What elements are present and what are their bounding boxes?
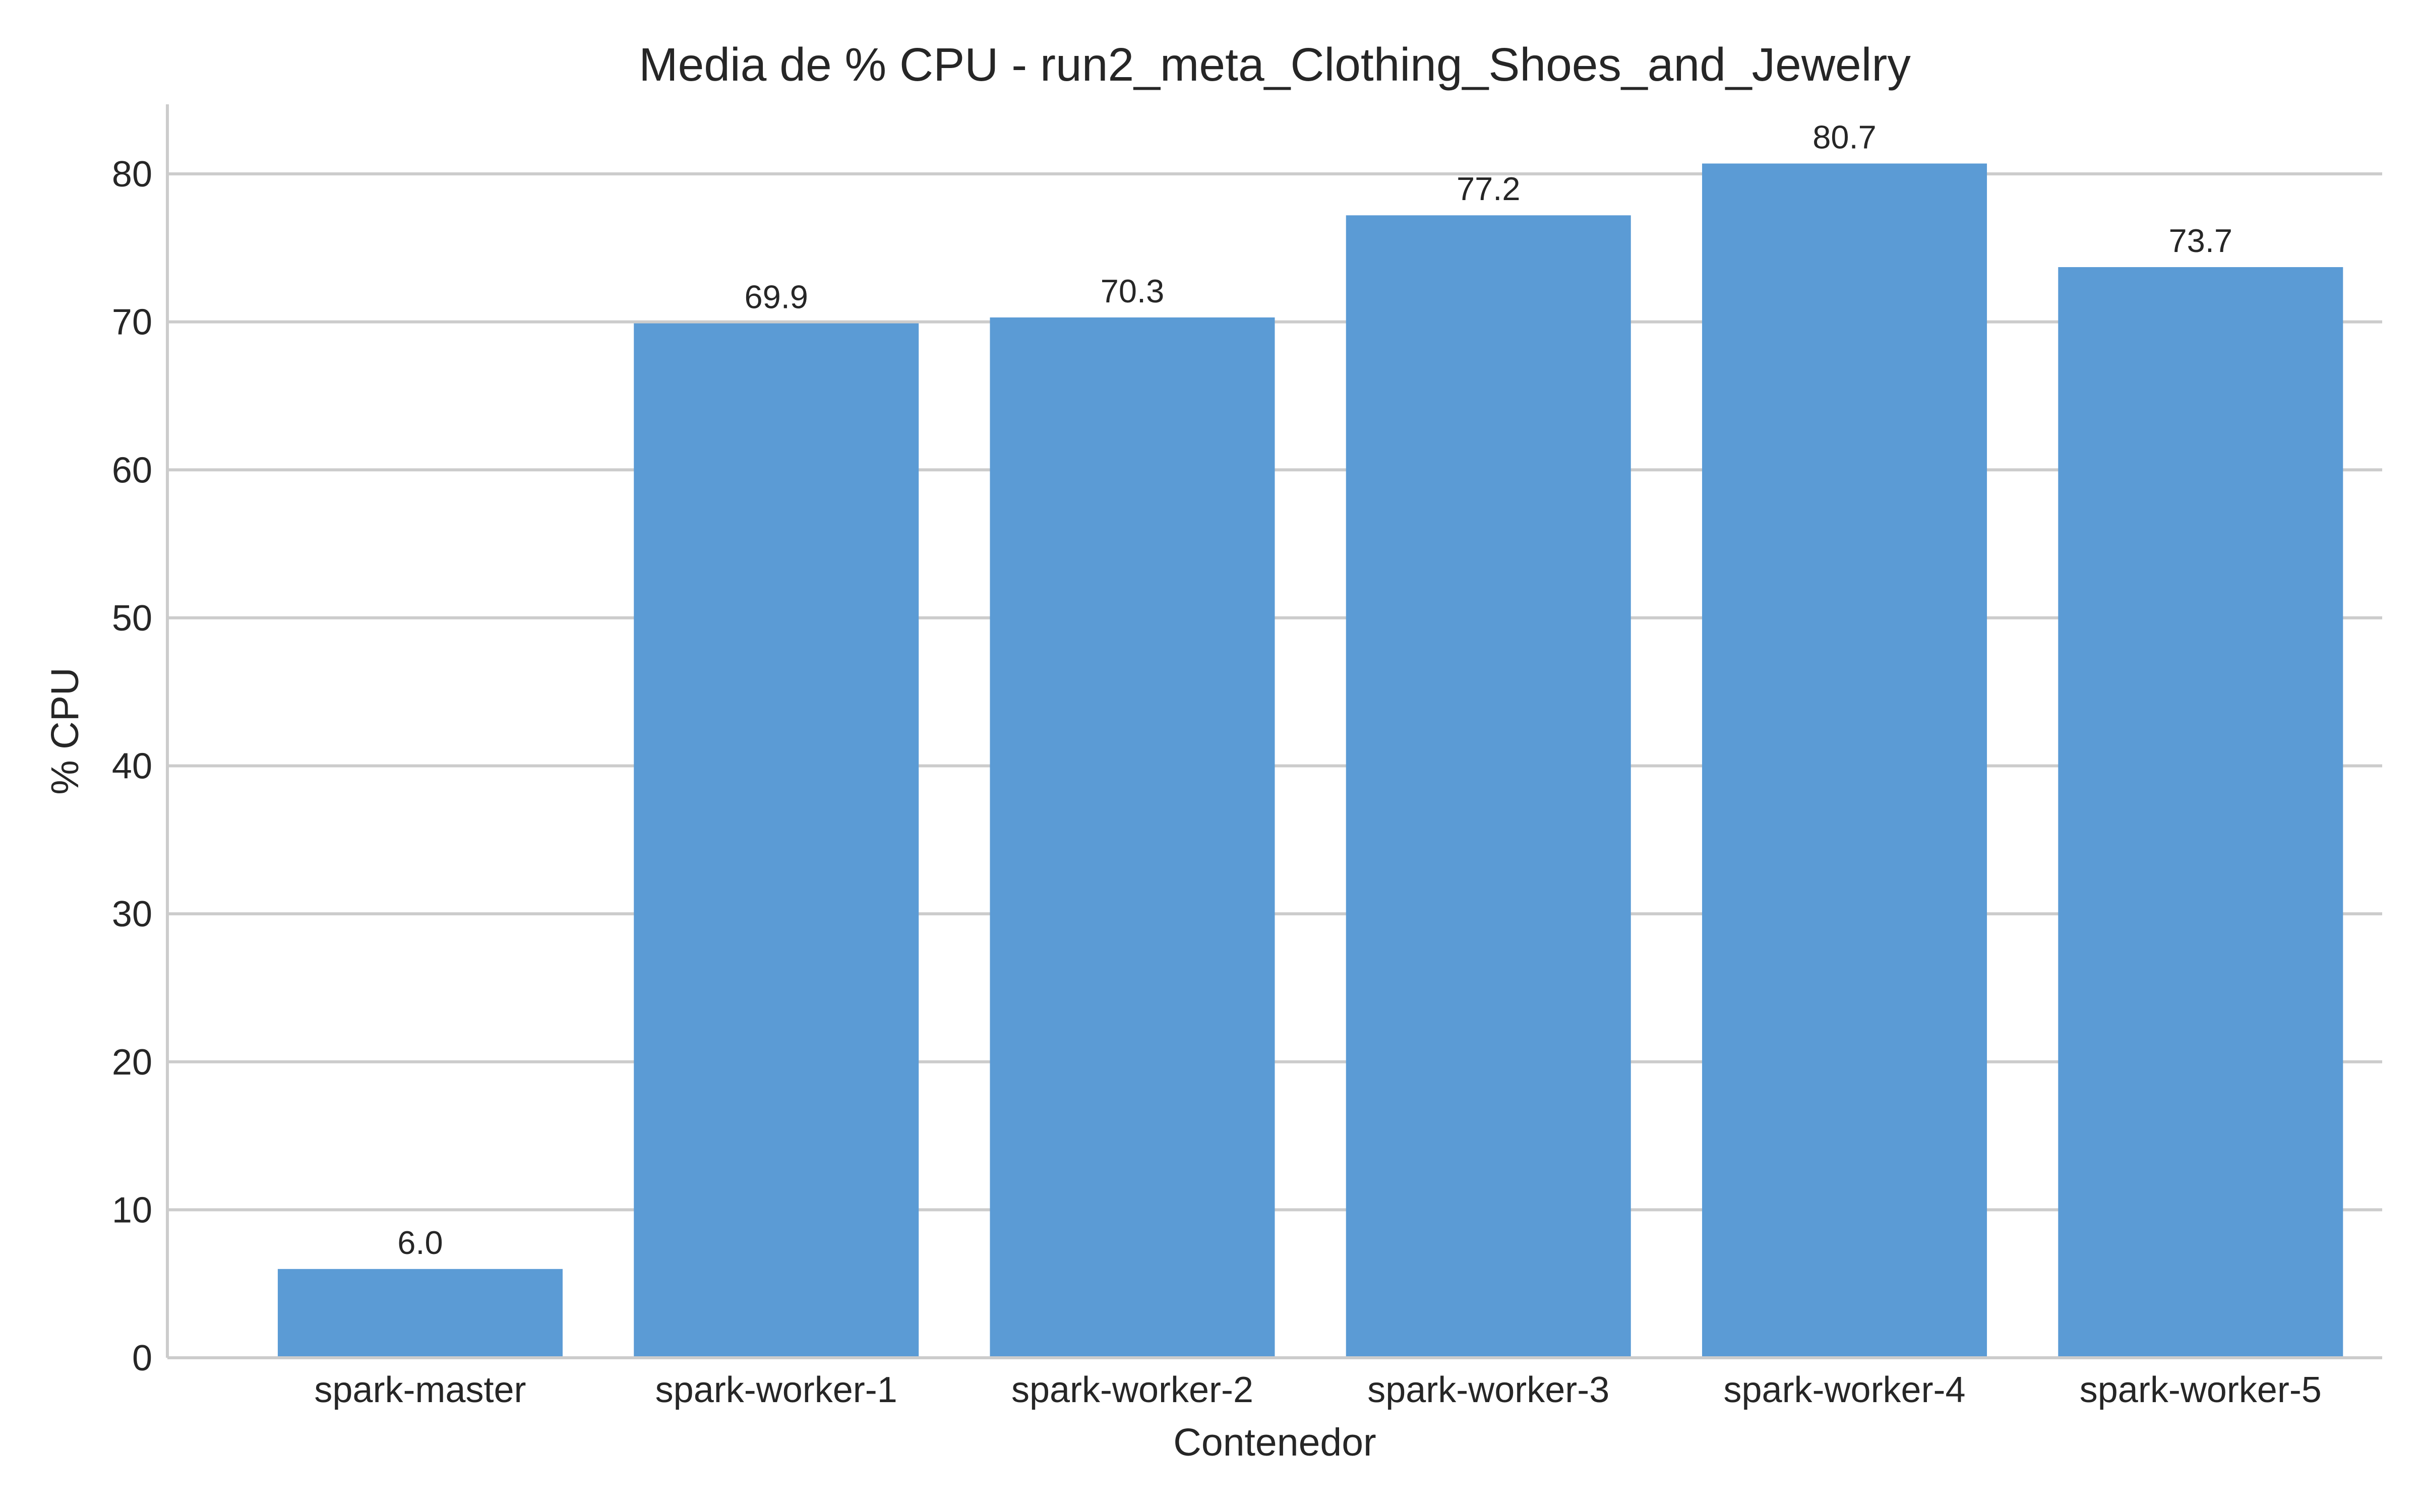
- y-tick-label: 60: [112, 450, 152, 490]
- bar: [277, 1269, 563, 1358]
- y-tick-label: 10: [112, 1190, 152, 1230]
- value-labels: 6.0 69.9 70.3 77.2 80.7 73.7: [397, 118, 2232, 1261]
- y-tick-label: 80: [112, 154, 152, 195]
- bar-value-label: 80.7: [1812, 118, 1877, 155]
- y-tick-label: 70: [112, 302, 152, 343]
- bar-value-label: 69.9: [744, 279, 808, 316]
- bars: [277, 163, 2343, 1358]
- y-tick-label: 0: [132, 1338, 152, 1378]
- bar: [1346, 215, 1631, 1358]
- axes: [166, 104, 2382, 1359]
- y-tick-label: 50: [112, 598, 152, 639]
- bar-value-label: 6.0: [397, 1224, 443, 1261]
- y-tick-label: 20: [112, 1042, 152, 1083]
- x-tick-label: spark-worker-5: [2080, 1370, 2322, 1410]
- x-tick-label: spark-worker-2: [1011, 1370, 1253, 1410]
- x-tick-label: spark-worker-4: [1723, 1370, 1965, 1410]
- x-tick-labels: spark-master spark-worker-1 spark-worker-2…: [314, 1370, 2321, 1410]
- x-tick-label: spark-worker-1: [655, 1370, 897, 1410]
- bar-value-label: 70.3: [1101, 273, 1165, 309]
- chart-title: Media de % CPU - run2_meta_Clothing_Shoe…: [639, 38, 1911, 91]
- bar: [2058, 267, 2343, 1358]
- x-tick-label: spark-master: [314, 1370, 526, 1410]
- bar: [990, 317, 1275, 1358]
- x-tick-label: spark-worker-3: [1367, 1370, 1609, 1410]
- bar: [1702, 163, 1987, 1358]
- y-tick-label: 40: [112, 746, 152, 787]
- y-tick-label: 30: [112, 894, 152, 934]
- y-axis-title: % CPU: [43, 667, 87, 794]
- bar-value-label: 73.7: [2169, 222, 2233, 259]
- bar: [634, 323, 919, 1358]
- bar-value-label: 77.2: [1457, 170, 1521, 207]
- x-axis-title: Contenedor: [1173, 1421, 1376, 1464]
- y-tick-labels: 0 10 20 30 40 50 60 70 80: [112, 154, 152, 1378]
